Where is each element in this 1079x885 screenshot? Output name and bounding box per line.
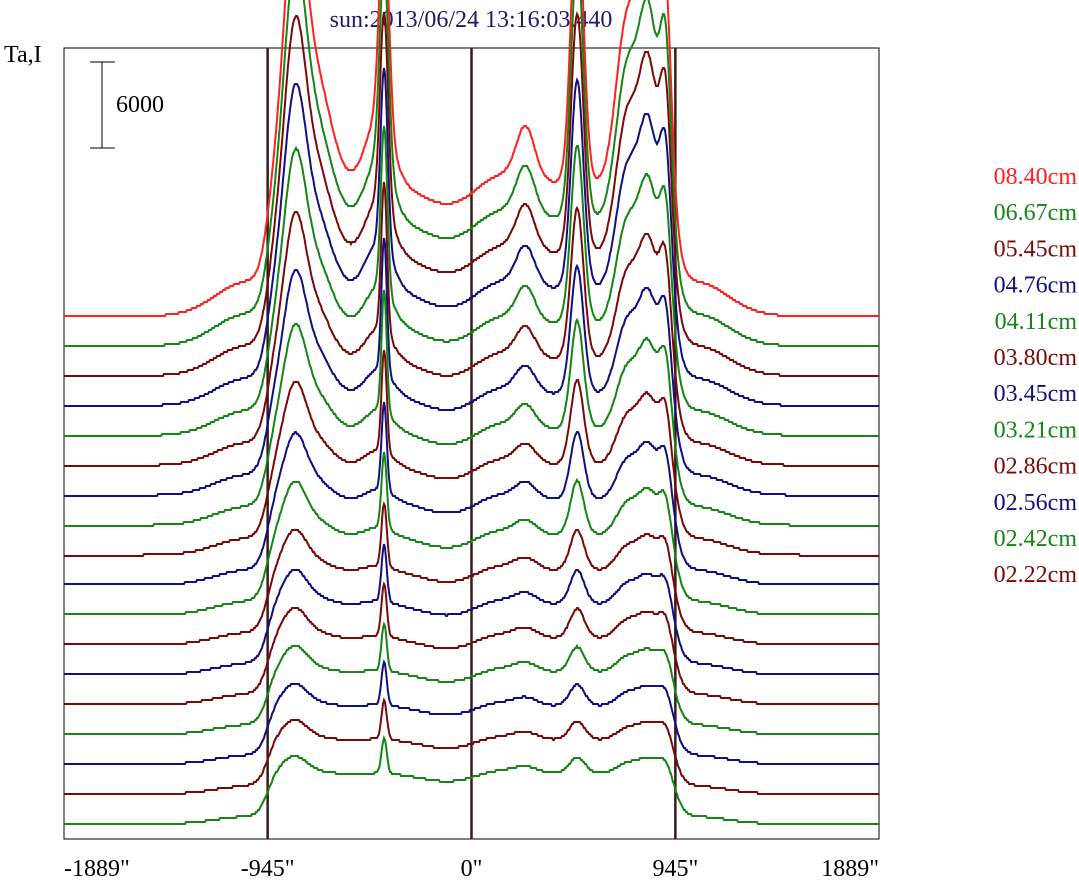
legend-entry: 08.40cm: [994, 164, 1078, 190]
x-tick-label: -945": [241, 856, 295, 882]
trace-02.22cm: [64, 501, 879, 645]
trace-unlabeled: [64, 735, 879, 825]
trace-03.80cm: [64, 181, 879, 467]
trace-03.45cm: [64, 237, 879, 497]
x-tick-label: -1889": [64, 856, 130, 882]
trace-unlabeled: [64, 659, 879, 765]
trace-05.45cm: [64, 11, 879, 377]
legend-entry: 02.86cm: [994, 454, 1078, 480]
trace-unlabeled: [64, 543, 879, 675]
trace-unlabeled: [64, 581, 879, 705]
scale-bar-label: 6000: [116, 92, 164, 118]
legend-entry: 02.22cm: [994, 562, 1078, 588]
legend-entry: 06.67cm: [994, 200, 1078, 226]
x-tick-label: 1889": [821, 856, 879, 882]
chart-title: sun:2013/06/24 13:16:03.440: [330, 7, 613, 33]
trace-02.56cm: [64, 401, 879, 585]
legend-entry: 03.45cm: [994, 381, 1078, 407]
scale-bar: 6000: [90, 61, 164, 149]
legend-entry: 04.76cm: [994, 273, 1078, 299]
legend-entry: 03.80cm: [994, 345, 1078, 371]
x-tick-label: 945": [652, 856, 698, 882]
legend-entry: 05.45cm: [994, 236, 1078, 262]
trace-02.86cm: [64, 349, 879, 557]
trace-unlabeled: [64, 697, 879, 795]
trace-04.11cm: [64, 125, 879, 437]
trace-unlabeled: [64, 621, 879, 735]
x-tick-label: 0": [461, 856, 483, 882]
trace-04.76cm: [64, 67, 879, 407]
trace-03.21cm: [64, 289, 879, 527]
legend-entry: 04.11cm: [995, 309, 1078, 335]
legend-entry: 03.21cm: [994, 417, 1078, 443]
trace-02.42cm: [64, 451, 879, 615]
legend-entry: 02.56cm: [994, 490, 1078, 516]
y-axis-label: Ta,I: [4, 42, 42, 68]
trace-06.67cm: [64, 0, 879, 347]
legend-entry: 02.42cm: [994, 526, 1078, 552]
trace-08.40cm: [64, 0, 879, 317]
